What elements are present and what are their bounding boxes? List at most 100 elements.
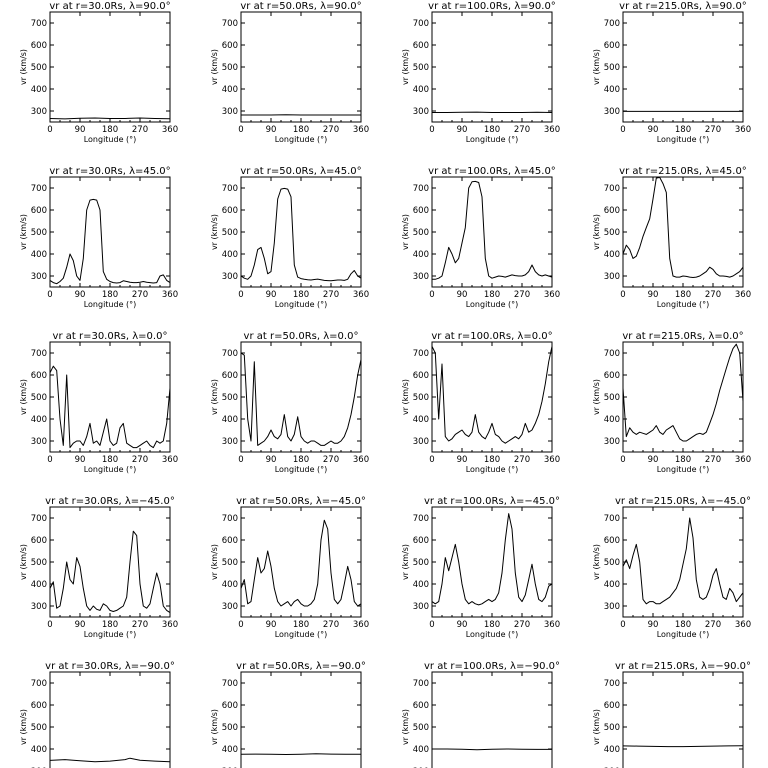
series-line [431, 513, 553, 606]
series-line [240, 352, 362, 446]
x-tick-label: 90 [648, 620, 659, 630]
y-tick-label: 700 [31, 184, 47, 194]
panel-title: vr at r=30.0Rs, λ=45.0° [49, 166, 170, 177]
y-tick-label: 600 [222, 206, 238, 216]
y-tick-label: 300 [413, 272, 429, 282]
y-tick-label: 500 [604, 723, 620, 733]
y-tick-label: 700 [413, 679, 429, 689]
x-tick-label: 90 [266, 620, 277, 630]
x-tick-label: 270 [132, 125, 148, 135]
y-tick-label: 500 [31, 723, 47, 733]
x-tick-label: 180 [675, 290, 691, 300]
y-tick-label: 600 [222, 41, 238, 51]
x-axis-label: Longitude (°) [657, 135, 710, 144]
panel-2-3: 0 90 180 270 360 300 400 500 600 700 vr at r=100.0… [401, 166, 560, 309]
y-tick-label: 400 [31, 745, 47, 755]
y-tick-label: 500 [604, 558, 620, 568]
x-tick-label: 0 [238, 125, 243, 135]
x-axis-label: Longitude (°) [275, 465, 328, 474]
y-tick-label: 400 [31, 415, 47, 425]
x-tick-label: 180 [293, 620, 309, 630]
x-axis-label: Longitude (°) [657, 465, 710, 474]
y-tick-label: 400 [31, 250, 47, 260]
y-tick-label: 500 [222, 558, 238, 568]
y-tick-label: 400 [222, 580, 238, 590]
series-line [49, 530, 171, 614]
x-tick-label: 270 [705, 455, 721, 465]
y-tick-label: 500 [413, 393, 429, 403]
x-axis-label: Longitude (°) [275, 630, 328, 639]
x-tick-label: 180 [675, 620, 691, 630]
x-tick-label: 0 [429, 620, 434, 630]
y-tick-label: 500 [413, 723, 429, 733]
x-tick-label: 180 [675, 125, 691, 135]
x-tick-label: 0 [620, 620, 625, 630]
y-tick-label: 400 [413, 85, 429, 95]
x-tick-label: 180 [484, 290, 500, 300]
x-tick-label: 360 [353, 125, 369, 135]
plot-frame [240, 176, 362, 288]
x-tick-label: 360 [162, 290, 178, 300]
y-tick-label: 500 [413, 228, 429, 238]
y-axis-label: vr (km/s) [401, 379, 410, 415]
x-axis-label: Longitude (°) [275, 300, 328, 309]
x-tick-label: 180 [102, 125, 118, 135]
y-tick-label: 300 [604, 272, 620, 282]
x-tick-label: 180 [675, 455, 691, 465]
panel-title: vr at r=30.0Rs, λ=0.0° [53, 331, 168, 342]
y-tick-label: 500 [604, 393, 620, 403]
plot-frame [431, 671, 553, 768]
x-tick-label: 90 [266, 125, 277, 135]
x-tick-label: 360 [735, 620, 751, 630]
x-tick-label: 90 [266, 290, 277, 300]
y-tick-label: 500 [31, 393, 47, 403]
x-tick-label: 0 [429, 125, 434, 135]
series-line [622, 176, 744, 278]
y-tick-label: 700 [604, 19, 620, 29]
x-tick-label: 270 [514, 125, 530, 135]
y-tick-label: 700 [31, 19, 47, 29]
plot-frame [622, 671, 744, 768]
y-tick-label: 400 [222, 415, 238, 425]
plot-frame [49, 671, 171, 768]
x-tick-label: 270 [132, 290, 148, 300]
panel-title: vr at r=30.0Rs, λ=−90.0° [45, 661, 175, 672]
series-line [49, 198, 171, 285]
y-tick-label: 700 [222, 679, 238, 689]
y-tick-label: 400 [222, 745, 238, 755]
y-tick-label: 600 [31, 41, 47, 51]
plot-frame [622, 341, 744, 453]
y-tick-label: 600 [413, 536, 429, 546]
x-tick-label: 270 [323, 290, 339, 300]
y-tick-label: 500 [604, 228, 620, 238]
series-line [431, 346, 553, 444]
y-axis-label: vr (km/s) [401, 214, 410, 250]
x-tick-label: 90 [457, 290, 468, 300]
x-tick-label: 90 [648, 290, 659, 300]
x-tick-label: 180 [293, 290, 309, 300]
x-tick-label: 0 [238, 620, 243, 630]
plot-frame [240, 11, 362, 123]
x-tick-label: 180 [102, 290, 118, 300]
y-tick-label: 600 [222, 536, 238, 546]
x-tick-label: 180 [102, 455, 118, 465]
y-tick-label: 700 [604, 184, 620, 194]
y-tick-label: 700 [222, 184, 238, 194]
x-tick-label: 0 [47, 620, 52, 630]
x-tick-label: 360 [162, 620, 178, 630]
y-tick-label: 300 [413, 437, 429, 447]
y-tick-label: 500 [222, 228, 238, 238]
y-tick-label: 500 [222, 723, 238, 733]
y-tick-label: 700 [413, 514, 429, 524]
plot-frame [240, 671, 362, 768]
y-tick-label: 600 [604, 371, 620, 381]
x-axis-label: Longitude (°) [84, 135, 137, 144]
panel-title: vr at r=215.0Rs, λ=45.0° [619, 166, 747, 177]
panel-title: vr at r=50.0Rs, λ=90.0° [240, 1, 361, 12]
y-tick-label: 600 [413, 206, 429, 216]
x-tick-label: 270 [705, 290, 721, 300]
plot-frame [431, 11, 553, 123]
x-tick-label: 270 [514, 455, 530, 465]
